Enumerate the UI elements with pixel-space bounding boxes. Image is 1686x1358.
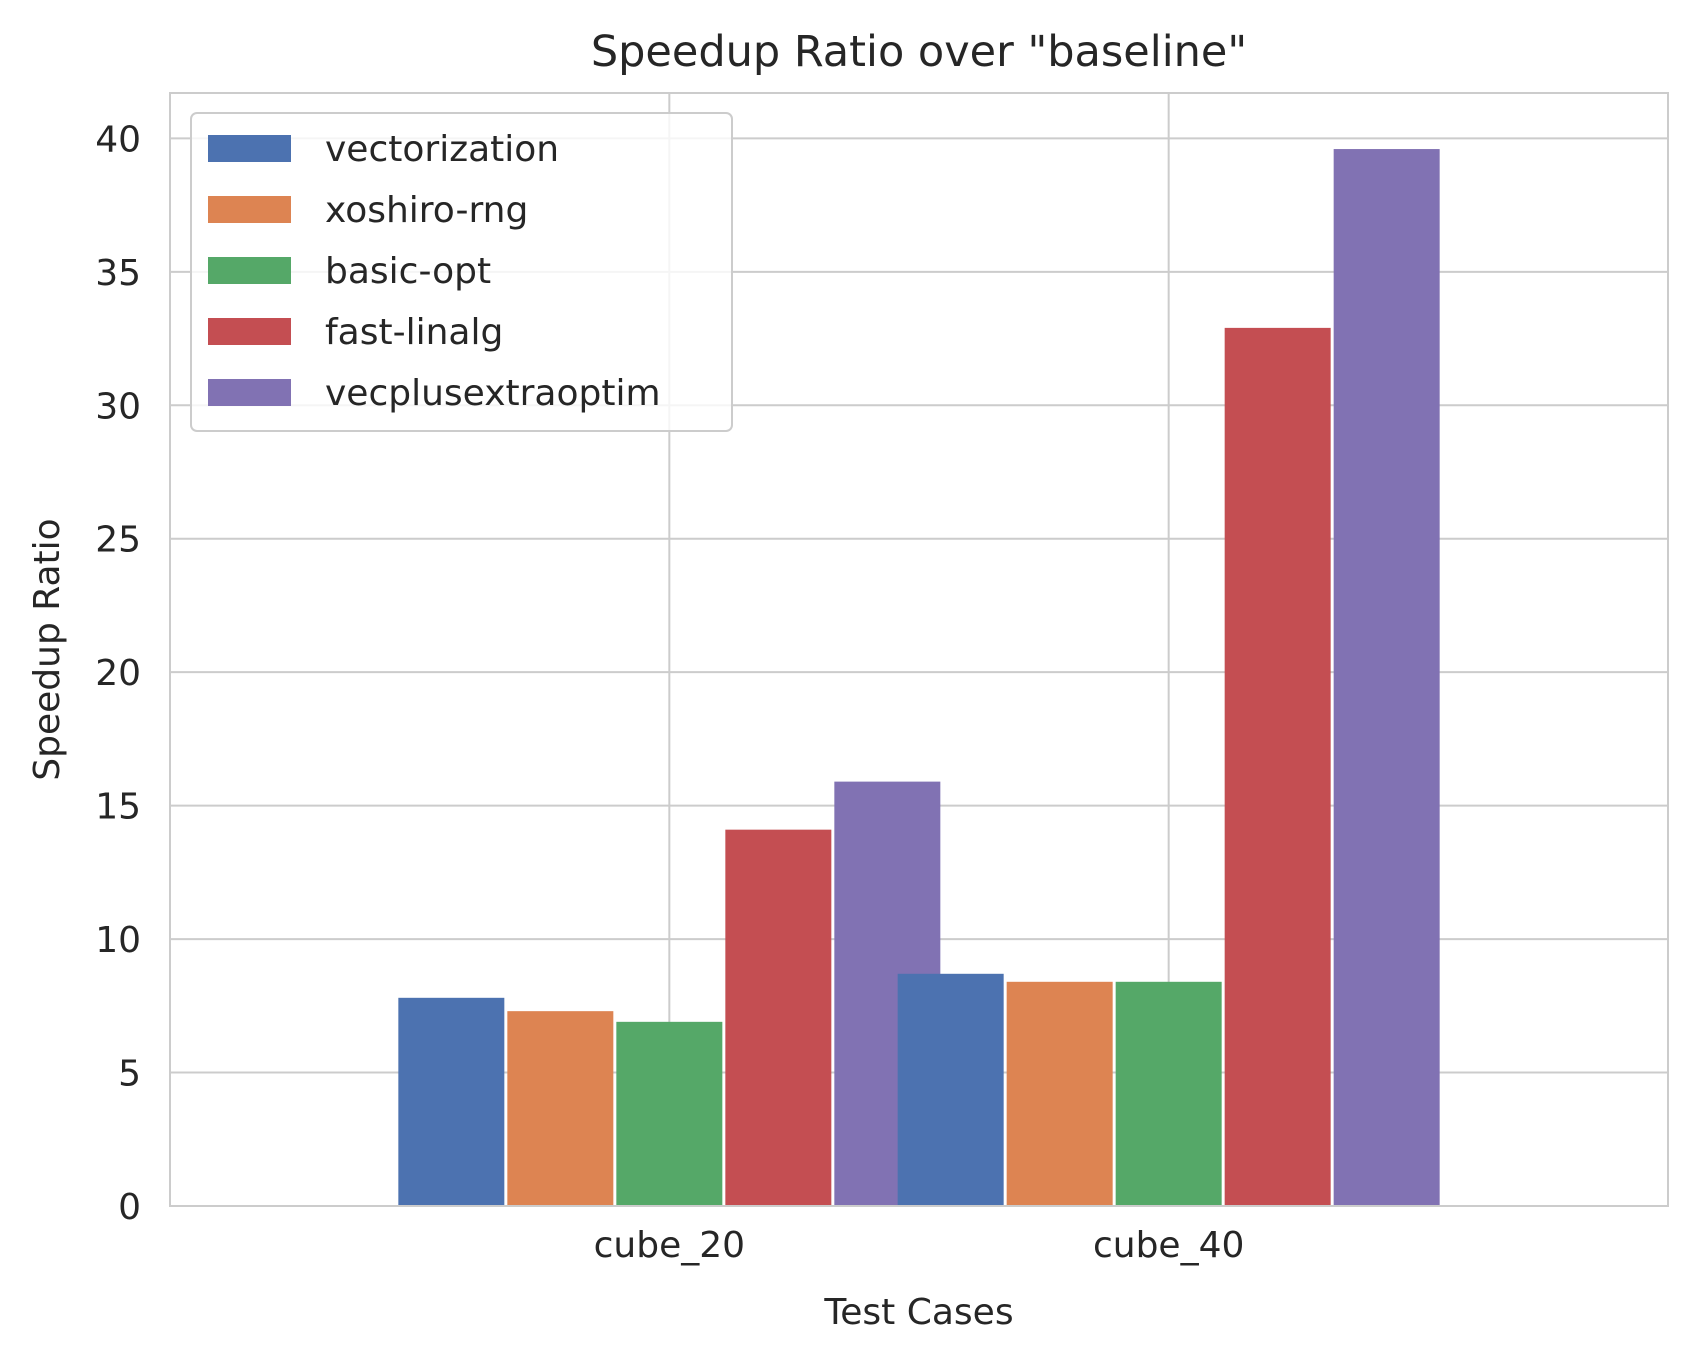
legend-swatch-vectorization — [208, 135, 291, 162]
legend-swatch-fast-linalg — [208, 318, 291, 345]
bars — [398, 149, 1440, 1207]
y-tick-label: 5 — [118, 1054, 141, 1095]
y-tick-label: 30 — [95, 386, 141, 427]
bar-fast-linalg-cube_20 — [725, 829, 832, 1206]
bar-xoshiro-rng-cube_40 — [1006, 981, 1113, 1206]
legend-label-vectorization: vectorization — [325, 129, 559, 170]
y-tick-labels: 0 5 10 15 20 25 30 35 40 — [95, 119, 141, 1228]
bar-basic-opt-cube_20 — [616, 1021, 723, 1206]
legend-label-fast-linalg: fast-linalg — [325, 312, 503, 353]
y-tick-label: 20 — [95, 653, 141, 694]
y-tick-label: 15 — [95, 787, 141, 828]
legend-swatch-xoshiro-rng — [208, 196, 291, 223]
bar-vecplusextraoptim-cube_40 — [1333, 149, 1440, 1207]
legend-box — [190, 112, 733, 432]
y-tick-label: 0 — [118, 1187, 141, 1228]
y-tick-label: 10 — [95, 920, 141, 961]
legend-swatch-vecplusextraoptim — [208, 379, 291, 406]
legend-label-xoshiro-rng: xoshiro-rng — [325, 190, 528, 231]
x-tick-label: cube_40 — [1093, 1225, 1244, 1266]
y-tick-label: 25 — [95, 520, 141, 561]
bar-xoshiro-rng-cube_20 — [507, 1011, 614, 1206]
y-tick-label: 35 — [95, 253, 141, 294]
legend-label-vecplusextraoptim: vecplusextraoptim — [325, 373, 661, 414]
chart-title: Speedup Ratio over "baseline" — [591, 27, 1247, 77]
x-axis-title: Test Cases — [823, 1292, 1013, 1333]
y-tick-label: 40 — [95, 119, 141, 160]
bar-basic-opt-cube_40 — [1115, 981, 1222, 1206]
bar-vectorization-cube_20 — [398, 997, 505, 1206]
plot-frame — [169, 92, 1669, 1207]
bar-fast-linalg-cube_40 — [1224, 327, 1331, 1206]
legend-swatch-basic-opt — [208, 257, 291, 284]
legend: vectorization xoshiro-rng basic-opt fast-li… — [190, 112, 733, 432]
x-tick-labels: cube_20 cube_40 — [594, 1225, 1245, 1266]
bar-vectorization-cube_40 — [897, 973, 1004, 1206]
x-tick-label: cube_20 — [594, 1225, 745, 1266]
legend-label-basic-opt: basic-opt — [325, 251, 491, 292]
y-axis-title: Speedup Ratio — [27, 518, 68, 780]
